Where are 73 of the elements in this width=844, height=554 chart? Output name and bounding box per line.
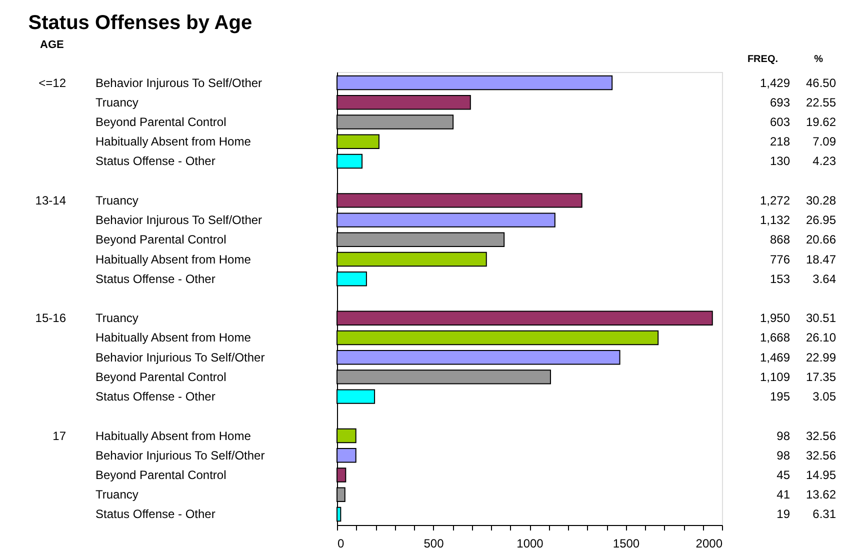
data-label: 195: [770, 390, 790, 404]
text: 30.51: [806, 311, 836, 326]
data-label: 130: [770, 154, 790, 168]
y-tick-label: Beyond Parental Control: [96, 370, 226, 384]
text: 3.05: [812, 390, 836, 404]
data-label: 693: [770, 95, 790, 110]
y-tick-label: Behavior Injurious To Self/Other: [96, 350, 265, 364]
text: 17.35: [806, 370, 836, 384]
data-label: 98: [776, 428, 790, 443]
text: 13.62: [806, 488, 836, 502]
data-label: 1,109: [760, 370, 790, 384]
text: 15-16: [35, 311, 66, 326]
data-label: 1,272: [760, 193, 790, 208]
text: 32.56: [806, 448, 836, 462]
y-tick-label: Habitually Absent from Home: [96, 252, 252, 266]
x-tick-label: 1500: [612, 536, 640, 550]
text: 20.66: [806, 232, 836, 247]
text: 17: [52, 428, 66, 443]
text: 22.55: [806, 95, 836, 110]
data-label: 1,469: [760, 350, 790, 364]
y-tick-label: Behavior Injurous To Self/Other: [96, 76, 262, 90]
data-label: 1,429: [760, 76, 790, 90]
text: 32.56: [806, 428, 836, 443]
y-tick-label: Status Offense - Other: [96, 390, 216, 404]
y-tick-label: Habitually Absent from Home: [96, 330, 252, 345]
y-tick-label: Beyond Parental Control: [96, 468, 226, 482]
y-tick-label: Status Offense - Other: [96, 507, 216, 522]
y-tick-label: Truancy: [96, 488, 138, 502]
x-tick-label: 0: [338, 536, 344, 550]
y-tick-label: Truancy: [96, 193, 138, 208]
text: 22.99: [806, 350, 836, 364]
text: AGE: [40, 39, 64, 51]
data-label: 153: [770, 272, 790, 286]
y-tick-label: Habitually Absent from Home: [96, 428, 252, 443]
text: Status Offenses by Age: [28, 12, 252, 34]
data-label: 1,132: [760, 213, 790, 228]
data-label: 1,950: [760, 311, 790, 326]
y-tick-label: Status Offense - Other: [96, 272, 216, 286]
data-label: 868: [770, 232, 790, 247]
text: 14.95: [806, 468, 836, 482]
data-label: 1,668: [760, 330, 790, 345]
x-tick-label: 2000: [696, 536, 723, 550]
data-label: 603: [770, 115, 790, 130]
text: FREQ.: [747, 54, 778, 65]
y-tick-label: Beyond Parental Control: [96, 115, 226, 130]
text: 46.50: [806, 76, 836, 90]
x-tick-label: 500: [424, 536, 444, 550]
y-tick-label: Beyond Parental Control: [96, 232, 226, 247]
x-tick-label: 1000: [516, 536, 544, 550]
data-label: 45: [776, 468, 790, 482]
text: 13-14: [35, 193, 66, 208]
text: <=12: [38, 76, 66, 90]
text: 19.62: [806, 115, 836, 130]
text: 4.23: [812, 154, 836, 168]
data-label: 98: [776, 448, 790, 462]
data-label: 41: [776, 488, 790, 502]
data-label: 19: [776, 507, 790, 522]
y-tick-label: Status Offense - Other: [96, 154, 216, 168]
data-label: 218: [770, 134, 790, 149]
text: 18.47: [806, 252, 836, 266]
y-tick-label: Habitually Absent from Home: [96, 134, 252, 149]
text: %: [814, 54, 824, 65]
y-tick-label: Truancy: [96, 311, 138, 326]
y-tick-label: Behavior Injurious To Self/Other: [96, 448, 265, 462]
data-label: 776: [770, 252, 790, 266]
text: 6.31: [812, 507, 836, 522]
text: 7.09: [812, 134, 836, 149]
y-tick-label: Truancy: [96, 95, 138, 110]
text: 3.64: [812, 272, 836, 286]
text: 30.28: [806, 193, 836, 208]
text: 26.10: [806, 330, 836, 345]
y-tick-label: Behavior Injurous To Self/Other: [96, 213, 262, 228]
text: 26.95: [806, 213, 836, 228]
